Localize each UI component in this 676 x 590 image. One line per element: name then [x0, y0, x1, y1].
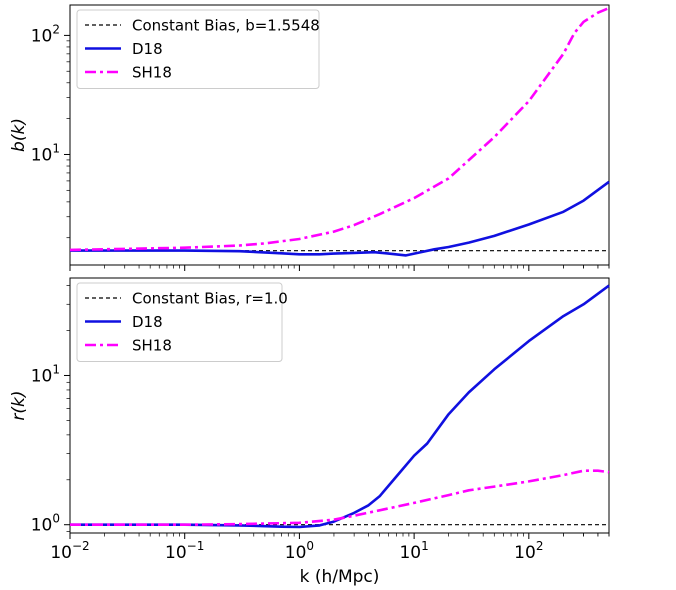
y-tick-label: 102 — [31, 22, 60, 46]
y-tick-label: 101 — [31, 141, 60, 165]
bottom-y-axis-label: r(k) — [9, 390, 29, 420]
top-y-axis-label: b(k) — [9, 118, 29, 152]
x-tick-label: 102 — [514, 539, 543, 563]
series-line-sh18 — [70, 469, 610, 527]
legend-box — [76, 9, 320, 89]
x-tick-label: 100 — [285, 539, 314, 563]
top-axes-ticks: 101 102 — [31, 22, 610, 271]
bottom-axes-ticks: 10−2 10−1 100 101 102 100 101 — [31, 285, 610, 563]
series-line-d18 — [70, 284, 610, 529]
bottom-axes-frame — [69, 277, 610, 534]
top-legend: Constant Bias, b=1.5548 D18 SH18 — [76, 9, 320, 89]
legend-label: D18 — [132, 313, 163, 331]
x-tick-label: 101 — [399, 539, 428, 563]
y-tick-label: 100 — [31, 512, 60, 536]
top-axes-frame — [69, 4, 610, 266]
top-series-group — [69, 6, 610, 257]
bottom-legend: Constant Bias, r=1.0 D18 SH18 — [76, 282, 288, 362]
y-tick-label: 101 — [31, 362, 60, 386]
x-axis-label: k (h/Mpc) — [300, 567, 380, 587]
x-tick-label: 10−1 — [165, 539, 204, 563]
legend-label: D18 — [132, 40, 163, 58]
legend-label: SH18 — [132, 337, 172, 355]
legend-label: SH18 — [132, 64, 172, 82]
bottom-series-group — [70, 284, 610, 529]
x-tick-label: 10−2 — [50, 539, 89, 563]
legend-box — [76, 282, 283, 362]
legend-label: Constant Bias, b=1.5548 — [132, 17, 320, 35]
bottom-panel-r-of-k: 10−2 10−1 100 101 102 100 101 r(k) k (h/Mpc) C… — [9, 277, 610, 587]
legend-label: Constant Bias, r=1.0 — [132, 290, 288, 308]
series-line-sh18 — [69, 6, 610, 252]
series-line-d18 — [70, 180, 610, 257]
top-panel-b-of-k: 101 102 b(k) Constant Bias, b=1.5548 D18 SH… — [9, 4, 610, 271]
